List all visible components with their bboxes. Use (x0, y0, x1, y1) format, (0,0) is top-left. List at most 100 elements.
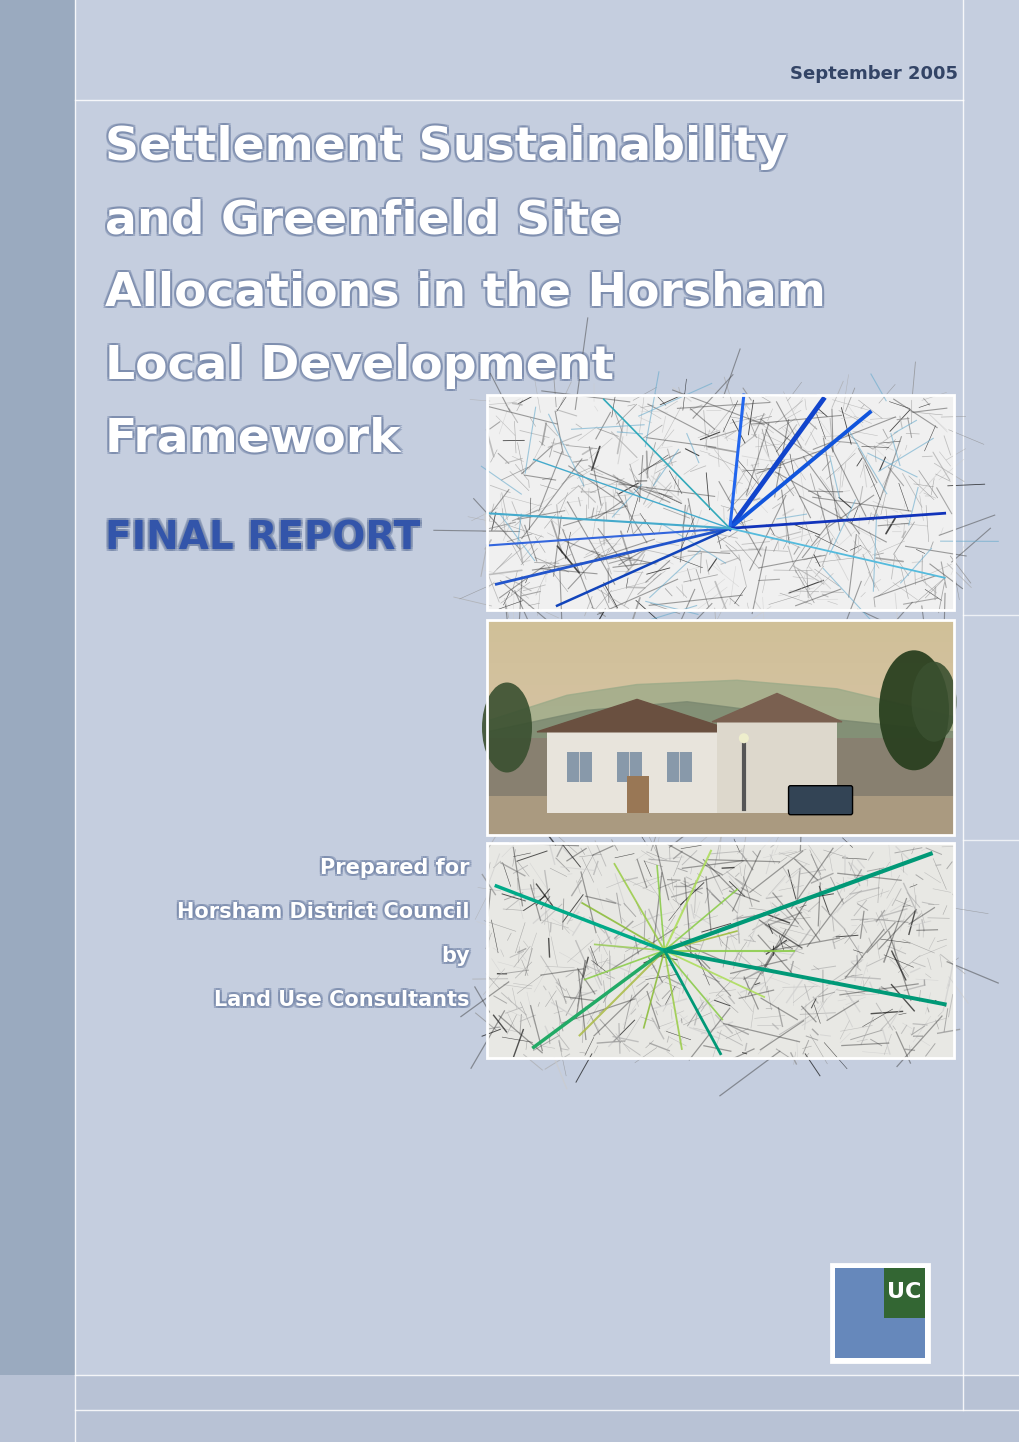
Text: Prepared for: Prepared for (318, 857, 468, 875)
Text: and Greenfield Site: and Greenfield Site (107, 200, 623, 245)
Text: Framework: Framework (107, 420, 404, 464)
Text: and Greenfield Site: and Greenfield Site (103, 198, 619, 244)
Text: Land Use Consultants: Land Use Consultants (214, 991, 470, 1009)
Text: Allocations in the Horsham: Allocations in the Horsham (103, 270, 823, 314)
Bar (0, 1376, 1019, 1442)
Text: Local Development: Local Development (105, 342, 613, 386)
Bar (835, 1318, 924, 1358)
Bar (830, 1265, 928, 1363)
Bar (627, 776, 648, 813)
Text: Horsham District Council: Horsham District Council (179, 904, 472, 924)
Bar (486, 760, 953, 771)
Text: and Greenfield Site: and Greenfield Site (105, 198, 621, 244)
Text: by: by (443, 946, 472, 966)
Text: FINAL REPORT: FINAL REPORT (107, 518, 422, 557)
Text: Framework: Framework (103, 420, 399, 464)
Text: Prepared for: Prepared for (320, 858, 470, 878)
Bar (835, 1268, 883, 1358)
Bar (486, 707, 953, 718)
Bar (616, 753, 641, 782)
Bar (486, 673, 953, 685)
Bar (486, 652, 953, 663)
Bar (486, 663, 953, 675)
Text: Land Use Consultants: Land Use Consultants (212, 992, 468, 1012)
Bar (486, 792, 953, 803)
Text: Horsham District Council: Horsham District Council (177, 903, 470, 921)
Bar (883, 1268, 924, 1318)
Text: Land Use Consultants: Land Use Consultants (216, 992, 472, 1012)
Text: Framework: Framework (105, 415, 401, 460)
Text: Local Development: Local Development (105, 346, 613, 391)
Text: Land Use Consultants: Land Use Consultants (212, 988, 468, 1008)
Ellipse shape (482, 682, 532, 773)
Text: FINAL REPORT: FINAL REPORT (103, 518, 418, 557)
Bar (716, 722, 837, 813)
Text: Land Use Consultants: Land Use Consultants (214, 992, 470, 1012)
Bar (486, 738, 953, 835)
Text: Settlement Sustainability: Settlement Sustainability (103, 125, 785, 170)
Bar (666, 753, 691, 782)
Bar (486, 782, 953, 793)
Text: Land Use Consultants: Land Use Consultants (214, 988, 470, 1008)
Bar (486, 717, 953, 728)
Text: and Greenfield Site: and Greenfield Site (107, 196, 623, 241)
Text: by: by (441, 947, 470, 968)
Text: Settlement Sustainability: Settlement Sustainability (105, 123, 787, 169)
Bar (486, 630, 953, 643)
Text: Settlement Sustainability: Settlement Sustainability (107, 127, 789, 172)
Text: Horsham District Council: Horsham District Council (175, 904, 468, 924)
Bar (486, 728, 953, 740)
Bar (486, 620, 953, 835)
Bar (486, 685, 953, 696)
Text: and Greenfield Site: and Greenfield Site (105, 200, 621, 245)
Text: Framework: Framework (103, 417, 399, 461)
Text: Horsham District Council: Horsham District Council (177, 904, 470, 924)
Text: Prepared for: Prepared for (318, 859, 468, 880)
Bar (486, 844, 953, 1058)
Bar (486, 695, 953, 707)
Text: Local Development: Local Development (105, 345, 613, 389)
Text: and Greenfield Site: and Greenfield Site (103, 196, 619, 241)
Text: Framework: Framework (107, 417, 404, 461)
Bar (486, 770, 953, 782)
Text: Settlement Sustainability: Settlement Sustainability (103, 127, 785, 172)
Text: Allocations in the Horsham: Allocations in the Horsham (105, 271, 825, 316)
Text: by: by (439, 946, 468, 966)
Polygon shape (536, 699, 737, 731)
Text: Prepared for: Prepared for (322, 859, 472, 880)
Text: Land Use Consultants: Land Use Consultants (212, 991, 468, 1009)
Bar (486, 395, 953, 610)
Text: Prepared for: Prepared for (318, 858, 468, 878)
Text: Prepared for: Prepared for (320, 859, 470, 880)
Text: Allocations in the Horsham: Allocations in the Horsham (107, 273, 827, 319)
Circle shape (738, 733, 748, 743)
Bar (486, 620, 953, 835)
Polygon shape (711, 694, 841, 722)
Bar (830, 1265, 928, 1363)
Text: by: by (443, 947, 472, 968)
Text: Allocations in the Horsham: Allocations in the Horsham (107, 270, 827, 314)
Text: FINAL REPORT: FINAL REPORT (107, 522, 422, 559)
Text: FINAL REPORT: FINAL REPORT (107, 521, 422, 558)
FancyBboxPatch shape (788, 786, 852, 815)
Bar (567, 753, 591, 782)
Bar (486, 796, 953, 835)
Text: UC: UC (887, 1282, 920, 1302)
Text: Horsham District Council: Horsham District Council (179, 900, 472, 920)
Text: Allocations in the Horsham: Allocations in the Horsham (105, 273, 825, 319)
Text: Framework: Framework (107, 415, 404, 460)
Text: Prepared for: Prepared for (320, 857, 470, 875)
Text: Settlement Sustainability: Settlement Sustainability (103, 123, 785, 169)
Text: Local Development: Local Development (103, 342, 611, 386)
Bar (486, 620, 953, 632)
Text: and Greenfield Site: and Greenfield Site (105, 196, 621, 241)
Text: Allocations in the Horsham: Allocations in the Horsham (103, 271, 823, 316)
Text: FINAL REPORT: FINAL REPORT (105, 518, 420, 557)
Text: by: by (439, 945, 468, 965)
Ellipse shape (911, 662, 956, 741)
Text: by: by (441, 945, 470, 965)
Text: FINAL REPORT: FINAL REPORT (105, 521, 420, 558)
Text: Local Development: Local Development (107, 345, 615, 389)
Bar (0, 0, 75, 1442)
Text: Settlement Sustainability: Settlement Sustainability (107, 123, 789, 169)
